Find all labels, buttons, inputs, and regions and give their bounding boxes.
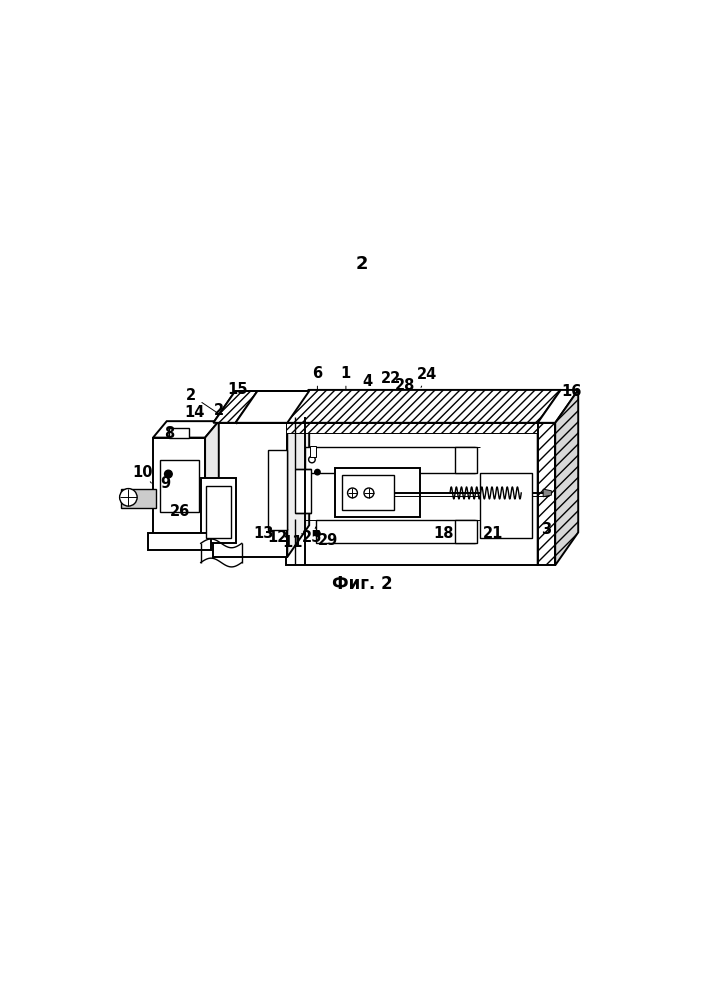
Bar (268, 450, 287, 530)
Text: 11: 11 (282, 535, 303, 550)
Text: 12: 12 (268, 530, 288, 545)
Polygon shape (555, 390, 578, 565)
Text: 21: 21 (483, 526, 503, 541)
Bar (148, 533, 211, 550)
Text: 25: 25 (302, 530, 322, 545)
Bar (455, 520, 477, 543)
Text: 2: 2 (187, 388, 197, 403)
Text: 13: 13 (254, 526, 274, 541)
Bar (160, 460, 199, 512)
Polygon shape (122, 489, 156, 508)
Text: Фиг. 2: Фиг. 2 (332, 575, 392, 593)
Polygon shape (214, 391, 309, 423)
Bar (341, 475, 394, 510)
Polygon shape (286, 390, 561, 423)
Text: 29: 29 (318, 533, 339, 548)
Circle shape (165, 470, 173, 478)
Polygon shape (214, 391, 257, 423)
Text: 2: 2 (356, 255, 368, 273)
Bar (538, 423, 555, 565)
Bar (286, 423, 538, 433)
Bar (153, 438, 205, 533)
Text: 8: 8 (164, 426, 175, 441)
Bar (335, 468, 420, 517)
Text: 14: 14 (185, 405, 205, 420)
Bar (316, 520, 474, 543)
Polygon shape (235, 391, 309, 423)
Bar (286, 423, 538, 565)
Text: 4: 4 (363, 374, 373, 389)
Bar (310, 446, 316, 457)
Circle shape (315, 469, 320, 475)
Polygon shape (538, 390, 561, 565)
Circle shape (348, 488, 358, 498)
Text: 10: 10 (132, 465, 152, 480)
Text: 2: 2 (214, 403, 224, 418)
Bar (201, 478, 236, 543)
Polygon shape (287, 391, 309, 557)
Text: 6: 6 (312, 366, 322, 381)
Text: 24: 24 (417, 367, 437, 382)
Bar (169, 428, 189, 438)
Bar (214, 423, 287, 557)
Polygon shape (538, 390, 578, 423)
Text: 16: 16 (561, 384, 582, 399)
Bar (305, 447, 474, 473)
Text: 26: 26 (170, 504, 191, 519)
Circle shape (119, 489, 137, 506)
Text: 28: 28 (395, 378, 415, 393)
Polygon shape (543, 489, 551, 497)
Polygon shape (153, 421, 218, 438)
Circle shape (315, 531, 320, 536)
Bar (206, 486, 231, 538)
Text: 9: 9 (160, 476, 170, 491)
Text: 22: 22 (380, 371, 401, 386)
Text: 18: 18 (433, 526, 454, 541)
Circle shape (364, 488, 374, 498)
Polygon shape (286, 390, 561, 423)
Text: 3: 3 (541, 522, 551, 537)
Text: 15: 15 (227, 382, 247, 397)
Bar (455, 447, 477, 473)
Bar (296, 469, 311, 513)
Circle shape (309, 456, 315, 463)
Text: 1: 1 (341, 366, 351, 381)
Polygon shape (205, 421, 218, 533)
Bar (480, 473, 532, 538)
